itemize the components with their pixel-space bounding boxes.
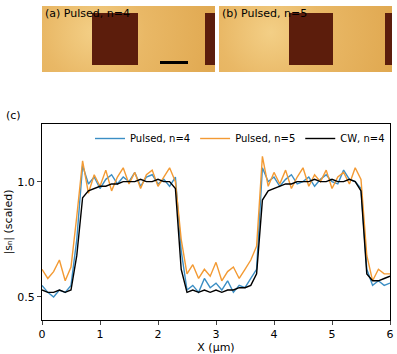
svg-text:0: 0 (39, 328, 46, 341)
svg-text:X (μm): X (μm) (197, 341, 234, 354)
svg-text:CW, n=4: CW, n=4 (340, 133, 384, 144)
svg-text:6: 6 (387, 328, 394, 341)
svg-text:1: 1 (97, 328, 104, 341)
html-text:(a) Pulsed, n=4: (a) Pulsed, n=4 (45, 7, 130, 20)
svg-text:|sₙ| (scaled): |sₙ| (scaled) (2, 190, 15, 255)
svg-text:Pulsed, n=4: Pulsed, n=4 (130, 133, 190, 144)
svg-text:1.0: 1.0 (17, 176, 35, 189)
svg-text:0.5: 0.5 (17, 291, 35, 304)
html-text:(b) Pulsed, n=5: (b) Pulsed, n=5 (222, 7, 308, 20)
svg-text:5: 5 (329, 328, 336, 341)
svg-text:4: 4 (271, 328, 278, 341)
svg-text:2: 2 (155, 328, 162, 341)
svg-text:3: 3 (213, 328, 220, 341)
svg-text:Pulsed, n=5: Pulsed, n=5 (235, 133, 295, 144)
svg-text:(c): (c) (6, 109, 21, 122)
